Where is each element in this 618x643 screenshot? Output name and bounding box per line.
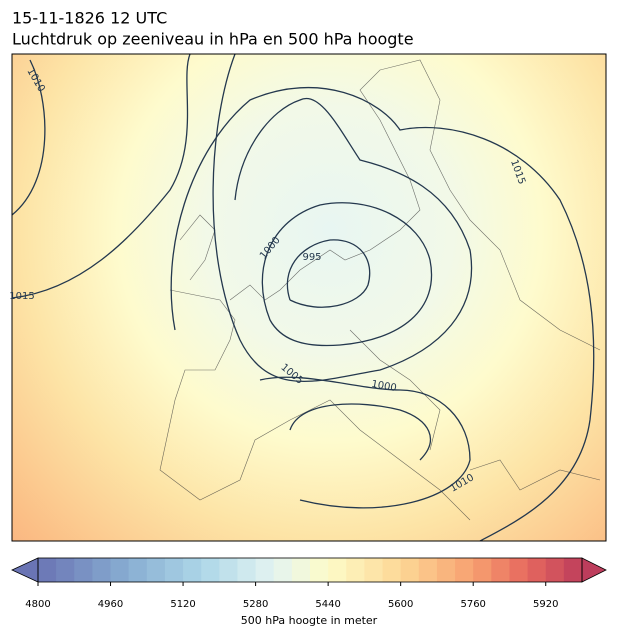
colorbar-tick-label: 5440 — [315, 599, 340, 610]
contour-label: 995 — [302, 252, 321, 263]
colorbar-segment — [328, 558, 347, 582]
colorbar-segment — [436, 558, 456, 582]
contour-label: 1000 — [370, 379, 397, 394]
colorbar-segment — [74, 558, 93, 582]
colorbar-tick-label: 5600 — [388, 599, 413, 610]
colorbar-segment — [418, 558, 438, 582]
map — [12, 54, 606, 541]
colorbar-extend-max — [581, 557, 607, 583]
map-background — [12, 54, 606, 541]
colorbar-segment — [310, 558, 329, 582]
colorbar-tick-label: 5920 — [533, 599, 558, 610]
subtitle: Luchtdruk op zeeniveau in hPa en 500 hPa… — [12, 30, 414, 49]
colorbar-segment — [201, 558, 220, 582]
colorbar-segment — [164, 558, 184, 582]
colorbar-segment — [56, 558, 75, 582]
colorbar-segment — [219, 558, 238, 582]
colorbar-segment — [146, 558, 166, 582]
colorbar-extend-min — [11, 557, 39, 583]
colorbar-frame — [37, 557, 583, 583]
colorbar-segment — [92, 558, 112, 582]
colorbar-segment — [128, 558, 148, 582]
colorbar-tick-label: 5120 — [170, 599, 195, 610]
title: 15-11-1826 12 UTC — [12, 9, 167, 28]
colorbar-tick-label: 4800 — [25, 599, 50, 610]
colorbar-label: 500 hPa hoogte in meter — [241, 614, 378, 627]
map-frame — [11, 53, 607, 542]
colorbar-segment — [38, 558, 57, 582]
colorbar-segment — [545, 558, 565, 582]
colorbar-tick-label: 5760 — [460, 599, 485, 610]
coastline — [159, 59, 601, 521]
colorbar-segment — [255, 558, 275, 582]
colorbar-tick-label: 4960 — [98, 599, 123, 610]
colorbar-tick-label: 5280 — [243, 599, 268, 610]
colorbar-segment — [491, 558, 510, 582]
colorbar-segment — [364, 558, 384, 582]
colorbar-segment — [455, 558, 474, 582]
colorbar-segment — [509, 558, 529, 582]
colorbar-segment — [291, 558, 311, 582]
colorbar-segment — [273, 558, 293, 582]
colorbar-segment — [400, 558, 420, 582]
colorbar-segment — [183, 558, 202, 582]
contour-label: 1015 — [9, 291, 34, 302]
colorbar-segment — [527, 558, 547, 582]
colorbar-segment — [563, 558, 583, 582]
colorbar-segment — [473, 558, 492, 582]
colorbar-segment — [237, 558, 257, 582]
colorbar: 4800 4960 5120 5280 5440 5600 5760 5920 — [11, 557, 607, 610]
colorbar-segment — [382, 558, 402, 582]
colorbar-segment — [346, 558, 365, 582]
colorbar-segment — [110, 558, 130, 582]
